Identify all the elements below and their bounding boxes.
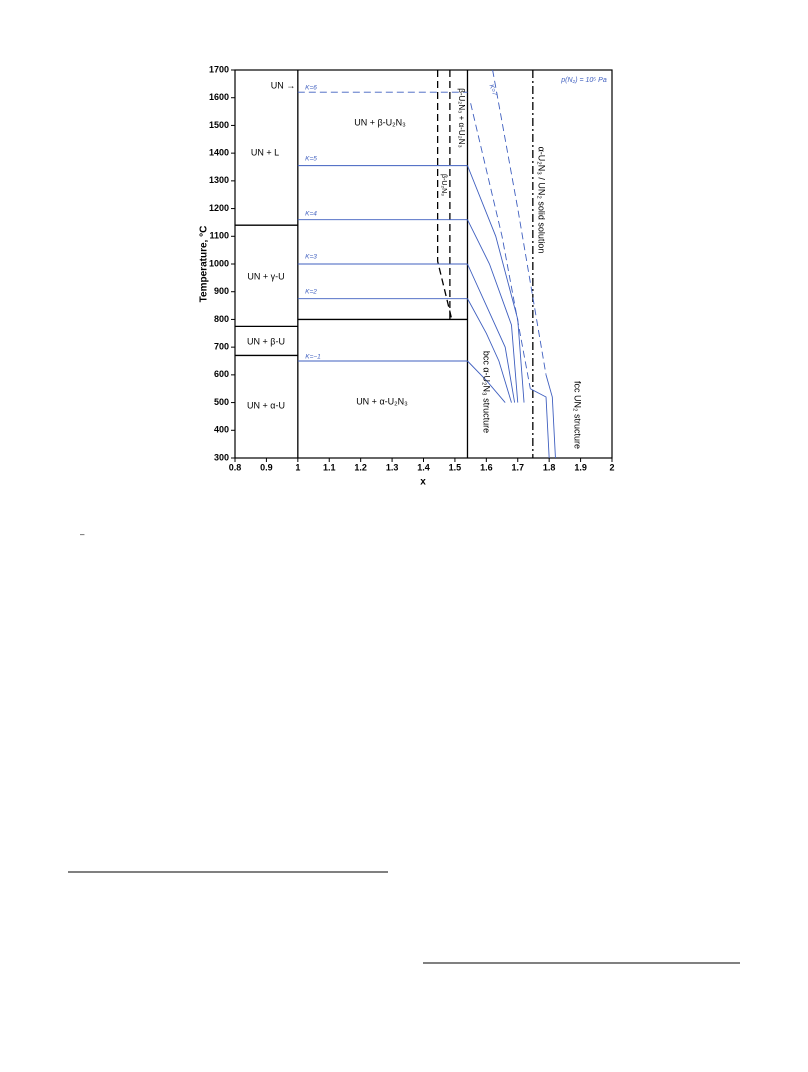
- x-tick-label: 1.5: [449, 462, 462, 472]
- region-label: K=4: [305, 211, 317, 218]
- phase-boundary: [467, 298, 512, 403]
- phase-boundary: [467, 165, 525, 403]
- region-label: K=5: [305, 156, 317, 163]
- phase-boundary: [530, 388, 550, 459]
- phase-boundary: [492, 69, 547, 375]
- region-label: UN + γ-U: [247, 271, 284, 281]
- y-tick-label: 700: [214, 342, 229, 352]
- phase-boundary: [467, 263, 516, 403]
- x-tick-label: 1.8: [543, 462, 556, 472]
- x-tick-label: 1.6: [480, 462, 493, 472]
- region-label: K=2: [305, 289, 317, 296]
- y-tick-label: 1700: [209, 64, 229, 74]
- y-tick-label: 1400: [209, 148, 229, 158]
- phase-boundary: [545, 374, 556, 459]
- y-tick-label: 600: [214, 369, 229, 379]
- y-tick-label: 1100: [209, 231, 229, 241]
- region-label: K=7: [487, 83, 498, 97]
- x-tick-label: 0.8: [229, 462, 242, 472]
- phase-boundary: [467, 360, 506, 403]
- x-tick-label: 1: [295, 462, 300, 472]
- x-tick-label: 1.7: [511, 462, 524, 472]
- phase-boundary: [467, 219, 519, 403]
- x-tick-label: 0.9: [260, 462, 273, 472]
- region-label: K=6: [305, 85, 317, 92]
- region-label: β-U₂N₃ + α-U₂N₃: [457, 88, 466, 148]
- region-label: K=3: [305, 254, 317, 261]
- region-label: UN →: [271, 80, 296, 90]
- y-tick-label: 1600: [209, 92, 229, 102]
- region-label: UN + L: [251, 147, 279, 157]
- region-label: UN + α-U₂N₃: [356, 396, 408, 406]
- region-label: fcc UN₂ structure: [573, 381, 583, 449]
- phase-boundary: [470, 103, 531, 389]
- x-tick-label: 1.1: [323, 462, 336, 472]
- y-tick-label: 300: [214, 452, 229, 462]
- region-label: UN + β-U: [247, 336, 285, 346]
- region-label: K=−1: [305, 354, 321, 361]
- region-label: p(N₂) = 10⁵ Pa: [560, 77, 607, 84]
- y-tick-label: 900: [214, 286, 229, 296]
- region-label: β-U₂N₃: [440, 174, 447, 196]
- x-tick-label: 1.3: [386, 462, 399, 472]
- y-tick-label: 500: [214, 397, 229, 407]
- y-axis-label: Temperature, °C: [199, 226, 210, 303]
- x-tick-label: 2: [609, 462, 614, 472]
- x-tick-label: 1.4: [417, 462, 430, 472]
- region-label: bcc α-U₂N₃ structure: [482, 351, 492, 433]
- x-axis-label: x: [420, 477, 426, 488]
- x-tick-label: 1.9: [574, 462, 587, 472]
- phase-boundary: [436, 70, 453, 320]
- footnote-marker: –: [80, 530, 85, 539]
- y-tick-label: 400: [214, 425, 229, 435]
- y-tick-label: 1300: [209, 175, 229, 185]
- y-tick-label: 800: [214, 314, 229, 324]
- region-label: α-U₂N₃ / UN₂ solid solution: [537, 147, 547, 254]
- y-tick-label: 1500: [209, 120, 229, 130]
- y-tick-label: 1200: [209, 203, 229, 213]
- region-label: UN + β-U₂N₃: [354, 117, 406, 127]
- region-label: UN + α-U: [247, 400, 285, 410]
- x-tick-label: 1.2: [354, 462, 367, 472]
- y-tick-label: 1000: [209, 258, 229, 268]
